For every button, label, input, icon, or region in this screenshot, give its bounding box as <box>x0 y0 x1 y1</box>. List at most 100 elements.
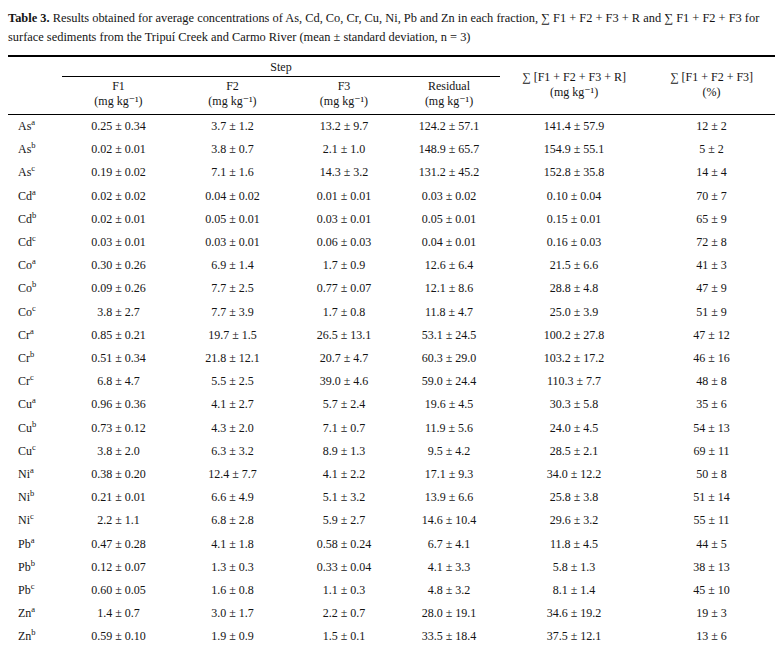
value-cell: 5.1 ± 3.2 <box>290 486 398 509</box>
value-cell: 0.19 ± 0.02 <box>62 161 175 184</box>
value-cell: 0.12 ± 0.07 <box>62 555 175 578</box>
value-cell: 1.4 ± 0.7 <box>62 602 175 625</box>
element-symbol: Cd <box>18 212 32 226</box>
element-symbol: Cu <box>18 444 32 458</box>
element-symbol: Pb <box>18 560 31 574</box>
element-note-superscript: b <box>32 279 36 289</box>
row-label: Asc <box>8 161 62 184</box>
value-cell: 14 ± 4 <box>648 161 775 184</box>
value-cell: 37.5 ± 12.1 <box>500 625 648 648</box>
value-cell: 47 ± 9 <box>648 277 775 300</box>
element-symbol: Pb <box>18 583 31 597</box>
table-row: Cra0.85 ± 0.2119.7 ± 1.526.5 ± 13.153.1 … <box>8 323 775 346</box>
col-unit: (mg kg⁻¹) <box>175 94 290 109</box>
value-cell: 11.8 ± 4.5 <box>500 532 648 555</box>
table-row: Pba0.47 ± 0.284.1 ± 1.80.58 ± 0.246.7 ± … <box>8 532 775 555</box>
value-cell: 0.59 ± 0.10 <box>62 625 175 648</box>
element-symbol: Zn <box>18 629 31 643</box>
element-note-superscript: a <box>30 465 34 475</box>
value-cell: 21.8 ± 12.1 <box>175 347 290 370</box>
stub-cell <box>8 56 62 77</box>
element-note-superscript: b <box>31 140 35 150</box>
value-cell: 19.7 ± 1.5 <box>175 323 290 346</box>
value-cell: 0.03 ± 0.01 <box>290 207 398 230</box>
value-cell: 0.47 ± 0.28 <box>62 532 175 555</box>
element-symbol: As <box>18 142 31 156</box>
element-symbol: Ni <box>18 467 30 481</box>
table-row: Crb0.51 ± 0.3421.8 ± 12.120.7 ± 4.760.3 … <box>8 347 775 370</box>
value-cell: 124.2 ± 57.1 <box>398 114 500 138</box>
row-label: Zna <box>8 602 62 625</box>
table-row: Nib0.21 ± 0.016.6 ± 4.95.1 ± 3.213.9 ± 6… <box>8 486 775 509</box>
row-label: Znb <box>8 625 62 648</box>
element-note-superscript: a <box>32 256 36 266</box>
value-cell: 29.6 ± 3.2 <box>500 509 648 532</box>
table-row: Cuc3.8 ± 2.06.3 ± 3.28.9 ± 1.39.5 ± 4.22… <box>8 439 775 462</box>
value-cell: 47 ± 12 <box>648 323 775 346</box>
value-cell: 0.58 ± 0.24 <box>290 532 398 555</box>
table-caption: Table 3. Results obtained for average co… <box>8 9 775 47</box>
col-header-residual: Residual(mg kg⁻¹) <box>398 77 500 114</box>
value-cell: 5.5 ± 2.5 <box>175 370 290 393</box>
element-note-superscript: c <box>30 511 34 521</box>
value-cell: 17.1 ± 9.3 <box>398 463 500 486</box>
value-cell: 0.06 ± 0.03 <box>290 231 398 254</box>
element-note-superscript: a <box>32 395 36 405</box>
value-cell: 1.5 ± 0.1 <box>290 625 398 648</box>
row-label: Crc <box>8 370 62 393</box>
value-cell: 141.4 ± 57.9 <box>500 114 648 138</box>
value-cell: 4.1 ± 2.7 <box>175 393 290 416</box>
value-cell: 34.6 ± 19.2 <box>500 602 648 625</box>
col-header-f2: F2(mg kg⁻¹) <box>175 77 290 114</box>
value-cell: 9.5 ± 4.2 <box>398 439 500 462</box>
value-cell: 12 ± 2 <box>648 114 775 138</box>
row-label: Cub <box>8 416 62 439</box>
value-cell: 45 ± 10 <box>648 579 775 602</box>
table-row: Cda0.02 ± 0.020.04 ± 0.020.01 ± 0.010.03… <box>8 184 775 207</box>
row-label: Nib <box>8 486 62 509</box>
value-cell: 0.03 ± 0.01 <box>62 231 175 254</box>
row-label: Cda <box>8 184 62 207</box>
row-label: Coa <box>8 254 62 277</box>
row-label: Cra <box>8 323 62 346</box>
value-cell: 0.02 ± 0.02 <box>62 184 175 207</box>
value-cell: 51 ± 14 <box>648 486 775 509</box>
value-cell: 70 ± 7 <box>648 184 775 207</box>
table-caption-text: Results obtained for average concentrati… <box>8 11 759 44</box>
col-unit: (mg kg⁻¹) <box>290 94 398 109</box>
row-label: Pbc <box>8 579 62 602</box>
value-cell: 0.16 ± 0.03 <box>500 231 648 254</box>
element-note-superscript: b <box>32 419 36 429</box>
value-cell: 0.85 ± 0.21 <box>62 323 175 346</box>
element-note-superscript: c <box>31 581 35 591</box>
table-body: Asa0.25 ± 0.343.7 ± 1.213.2 ± 9.7124.2 ±… <box>8 114 775 649</box>
value-cell: 0.02 ± 0.01 <box>62 207 175 230</box>
sum-r-header-line1: ∑ [F1 + F2 + F3 + R] <box>500 70 648 86</box>
element-note-superscript: a <box>31 604 35 614</box>
value-cell: 0.33 ± 0.04 <box>290 555 398 578</box>
value-cell: 69 ± 11 <box>648 439 775 462</box>
element-symbol: Co <box>18 305 32 319</box>
value-cell: 14.3 ± 3.2 <box>290 161 398 184</box>
value-cell: 59.0 ± 24.4 <box>398 370 500 393</box>
value-cell: 5 ± 2 <box>648 138 775 161</box>
value-cell: 4.1 ± 1.8 <box>175 532 290 555</box>
value-cell: 12.1 ± 8.6 <box>398 277 500 300</box>
table-row: Coa0.30 ± 0.266.9 ± 1.41.7 ± 0.912.6 ± 6… <box>8 254 775 277</box>
element-note-superscript: b <box>31 627 35 637</box>
value-cell: 0.05 ± 0.01 <box>398 207 500 230</box>
spanner-row: Step ∑ [F1 + F2 + F3 + R] (mg kg⁻¹) ∑ [F… <box>8 56 775 77</box>
table-row: Asc0.19 ± 0.027.1 ± 1.614.3 ± 3.2131.2 ±… <box>8 161 775 184</box>
stub-cell <box>8 77 62 114</box>
value-cell: 26.5 ± 13.1 <box>290 323 398 346</box>
value-cell: 60.3 ± 29.0 <box>398 347 500 370</box>
table-row: Cua0.96 ± 0.364.1 ± 2.75.7 ± 2.419.6 ± 4… <box>8 393 775 416</box>
value-cell: 0.60 ± 0.05 <box>62 579 175 602</box>
sum-pct-header-line1: ∑ [F1 + F2 + F3] <box>648 70 775 86</box>
value-cell: 1.7 ± 0.9 <box>290 254 398 277</box>
col-name: F3 <box>290 79 398 94</box>
element-note-superscript: a <box>31 117 35 127</box>
table-row: Pbb0.12 ± 0.071.3 ± 0.30.33 ± 0.044.1 ± … <box>8 555 775 578</box>
table-row: Cob0.09 ± 0.267.7 ± 2.50.77 ± 0.0712.1 ±… <box>8 277 775 300</box>
value-cell: 100.2 ± 27.8 <box>500 323 648 346</box>
